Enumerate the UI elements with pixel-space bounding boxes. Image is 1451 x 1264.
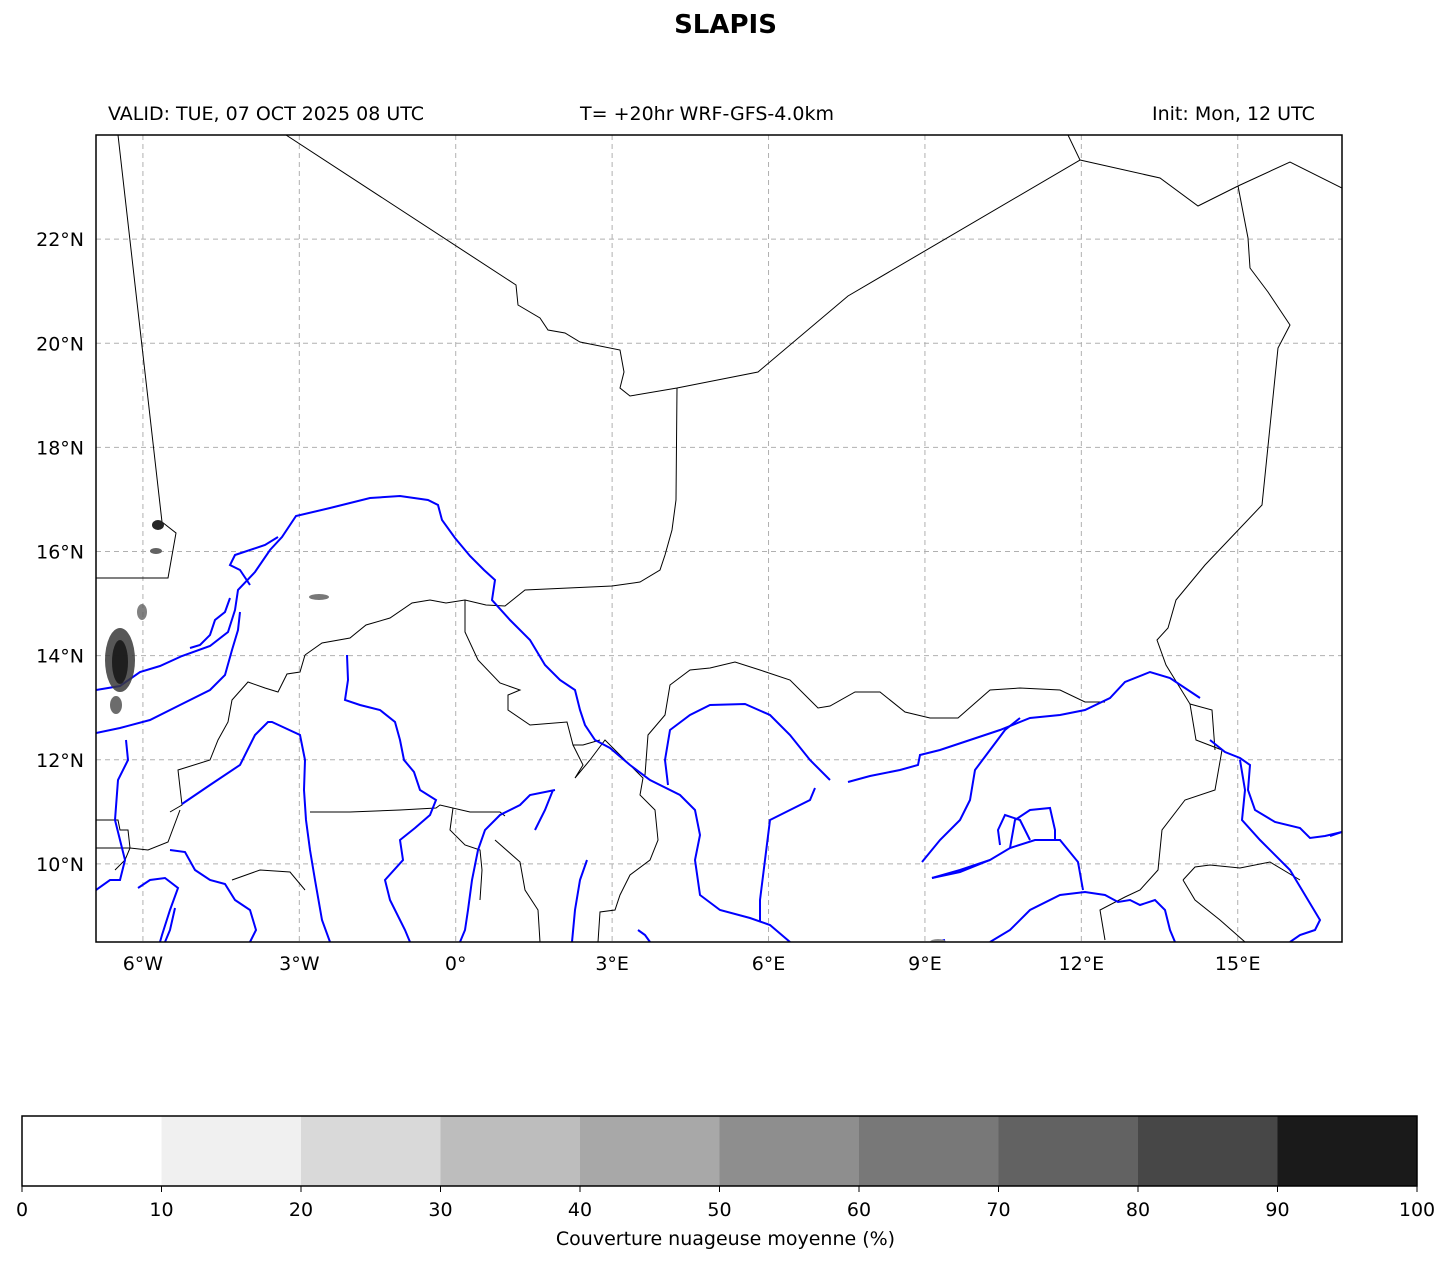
lon-tick-label: 15°E (1215, 953, 1261, 975)
colorbar-tick-label: 0 (16, 1199, 28, 1221)
border-niger-chad (1099, 185, 1291, 941)
border-libya (1079, 159, 1342, 207)
colorbar-tick-label: 70 (986, 1199, 1010, 1221)
colorbar-label: Couverture nuageuse moyenne (%) (555, 1228, 896, 1250)
border-chad-south (1182, 861, 1301, 881)
colorbar-segment (998, 1116, 1139, 1186)
lon-tick-label: 9°E (908, 953, 942, 975)
river-kaduna (759, 787, 816, 922)
river-benue-lower (989, 890, 1176, 942)
river-upper-benue (996, 813, 1031, 846)
colorbar: 0 10 20 30 40 50 60 70 80 90 100 (16, 1115, 1435, 1221)
cloud-cover-patches (105, 520, 946, 942)
border-niger-nigeria-east (644, 661, 1105, 776)
colorbar-tick-label: 30 (428, 1199, 452, 1221)
river-oti-branch (534, 789, 554, 831)
river-gongola (921, 717, 1021, 863)
colorbar-tick-label: 80 (1126, 1199, 1150, 1221)
river-senegal (189, 597, 231, 649)
latitude-ticks: 10°N 12°N 14°N 16°N 18°N 20°N 22°N (36, 229, 84, 876)
river-hadejia (931, 839, 1084, 891)
colorbar-tick-label: 100 (1399, 1199, 1435, 1221)
cloud-patch-north (152, 520, 164, 530)
colorbar-segment (440, 1116, 581, 1186)
lat-tick-label: 16°N (36, 542, 84, 564)
init-time-label: Init: Mon, 12 UTC (1152, 103, 1315, 125)
river-oti (459, 789, 556, 942)
border-algeria-mali (285, 135, 1081, 397)
lat-tick-label: 14°N (36, 646, 84, 668)
lon-tick-label: 0° (445, 953, 467, 975)
river-chari (1239, 759, 1322, 942)
colorbar-tick-label: 20 (289, 1199, 313, 1221)
cloud-patch-core (112, 640, 128, 684)
river-bani (96, 611, 241, 734)
lat-tick-label: 20°N (36, 333, 84, 355)
border-niger-nigeria (572, 739, 659, 942)
longitude-ticks: 6°W 3°W 0° 3°E 6°E 9°E 12°E 15°E (123, 953, 1261, 975)
map-title: SLAPIS (674, 10, 777, 40)
valid-time-label: VALID: TUE, 07 OCT 2025 08 UTC (108, 103, 424, 125)
colorbar-tick-label: 60 (847, 1199, 871, 1221)
country-borders (96, 135, 1342, 942)
colorbar-segment (1138, 1116, 1278, 1186)
river-benue (931, 859, 991, 879)
lon-tick-label: 6°W (123, 953, 164, 975)
border-ghana-togo (449, 807, 483, 901)
river-sokoto (663, 702, 831, 786)
border-car (1182, 879, 1246, 942)
rivers (96, 494, 1342, 942)
lon-tick-label: 3°W (279, 953, 320, 975)
river-west-1 (96, 739, 130, 891)
colorbar-segment (580, 1116, 720, 1186)
border-burkina-niger (464, 600, 601, 746)
colorbar-tick-label: 90 (1265, 1199, 1289, 1221)
map-frame (95, 134, 1343, 943)
border-ghana-south (231, 869, 306, 891)
river-komadugu (847, 670, 1201, 783)
border-burkina-mali (169, 654, 306, 813)
lat-tick-label: 18°N (36, 437, 84, 459)
lon-tick-label: 6°E (752, 953, 786, 975)
lon-tick-label: 12°E (1058, 953, 1104, 975)
colorbar-segment (22, 1116, 162, 1186)
lat-tick-label: 10°N (36, 854, 84, 876)
river-niger-delta (228, 536, 279, 586)
river-white-volta (343, 654, 438, 942)
gridlines (96, 135, 1342, 942)
cloud-patch-east (309, 594, 329, 600)
colorbar-segment (301, 1116, 441, 1186)
river-chari-east (1329, 831, 1342, 837)
border-mali-niger (304, 387, 678, 656)
colorbar-tick-label: 50 (707, 1199, 731, 1221)
border-burkina-south (96, 809, 181, 851)
cloud-patch-lower (110, 696, 122, 714)
border-togo-benin (494, 839, 541, 942)
cloud-patch-right (137, 604, 147, 620)
river-west-2 (137, 876, 180, 942)
river-west-3 (169, 849, 258, 942)
lon-tick-label: 3°E (595, 953, 629, 975)
colorbar-segment (161, 1116, 302, 1186)
border-burkina-ghana (310, 804, 506, 817)
forecast-run-label: T= +20hr WRF-GFS-4.0km (580, 103, 834, 125)
colorbar-tick-label: 10 (149, 1199, 173, 1221)
colorbar-tick-label: 40 (568, 1199, 592, 1221)
river-cameroon (637, 929, 651, 942)
lat-tick-label: 12°N (36, 750, 84, 772)
river-gongola-loop (1009, 806, 1056, 849)
colorbar-segment (719, 1116, 860, 1186)
river-niger (96, 494, 791, 942)
colorbar-segment (1277, 1116, 1418, 1186)
lat-tick-label: 22°N (36, 229, 84, 251)
border-nigeria-cameroon (1189, 703, 1216, 751)
colorbar-segment (859, 1116, 999, 1186)
river-logone (1209, 739, 1342, 840)
river-mono (571, 859, 588, 942)
cloud-patch-mid (150, 548, 162, 554)
river-black-volta (181, 721, 331, 942)
river-west-4 (164, 907, 176, 942)
border-mauritania-mali (96, 135, 177, 579)
